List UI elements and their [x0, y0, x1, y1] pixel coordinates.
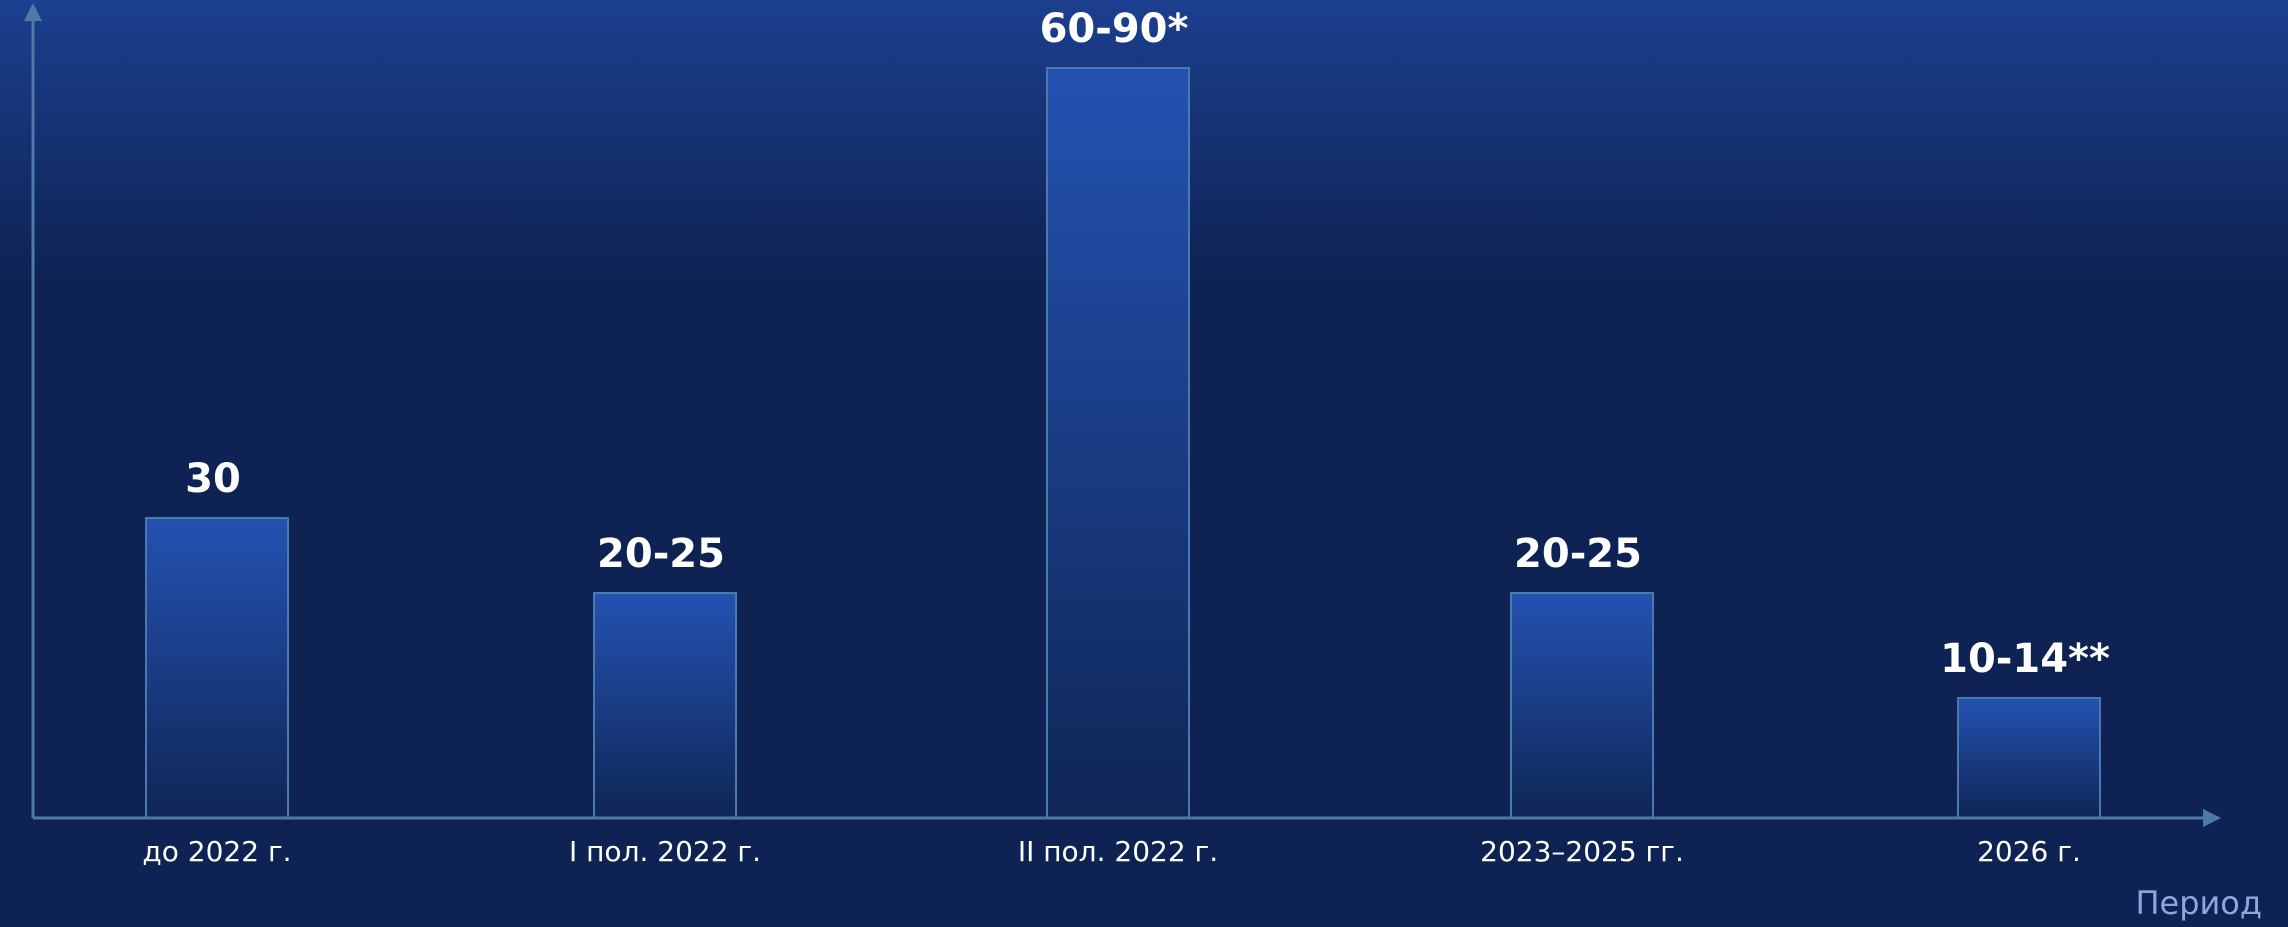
labels-layer: 30 до 2022 г. 20-25 I пол. 2022 г. 60-90* II …: [142, 6, 2110, 868]
bar-0: [145, 517, 289, 819]
category-label-4: 2026 г.: [1977, 835, 2081, 868]
bars-layer: [145, 67, 2101, 819]
bar-value-label-0: 30: [185, 456, 241, 502]
bar-3: [1510, 592, 1654, 819]
category-label-1: I пол. 2022 г.: [569, 835, 761, 868]
bar-value-label-2: 60-90*: [1040, 6, 1189, 52]
category-label-2: II пол. 2022 г.: [1018, 835, 1218, 868]
bar-value-label-1: 20-25: [597, 531, 725, 577]
bar-1: [593, 592, 737, 819]
x-axis-title: Период: [2135, 884, 2262, 922]
bar-value-label-4: 10-14**: [1940, 636, 2110, 682]
category-label-0: до 2022 г.: [142, 835, 291, 868]
category-label-3: 2023–2025 гг.: [1480, 835, 1684, 868]
bar-2: [1046, 67, 1190, 819]
bar-4: [1957, 697, 2101, 819]
bar-value-label-3: 20-25: [1514, 531, 1642, 577]
